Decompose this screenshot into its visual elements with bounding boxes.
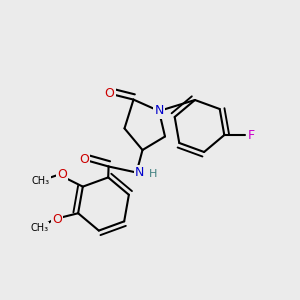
Text: H: H xyxy=(149,169,157,179)
Text: O: O xyxy=(105,87,114,100)
Text: O: O xyxy=(79,153,89,166)
Text: O: O xyxy=(57,168,67,181)
Text: N: N xyxy=(135,166,144,179)
Text: N: N xyxy=(154,104,164,118)
Text: O: O xyxy=(52,213,62,226)
Text: CH₃: CH₃ xyxy=(32,176,50,186)
Text: CH₃: CH₃ xyxy=(30,223,48,233)
Text: F: F xyxy=(248,128,255,142)
